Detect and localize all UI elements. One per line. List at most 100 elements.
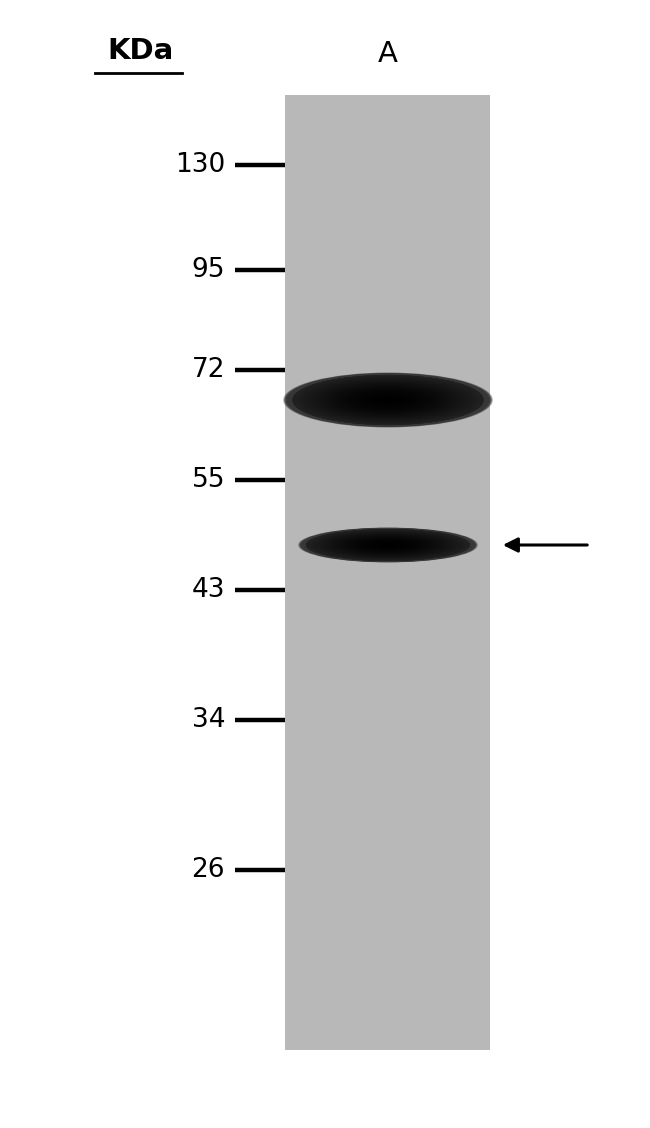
Ellipse shape [313, 530, 462, 559]
Ellipse shape [307, 529, 469, 561]
Ellipse shape [309, 379, 467, 421]
Ellipse shape [318, 381, 458, 418]
Ellipse shape [363, 394, 413, 406]
Ellipse shape [322, 382, 454, 417]
Ellipse shape [331, 385, 445, 415]
Ellipse shape [299, 528, 476, 562]
Ellipse shape [290, 374, 486, 425]
Ellipse shape [339, 387, 437, 413]
Ellipse shape [326, 532, 450, 557]
Ellipse shape [346, 389, 430, 411]
Ellipse shape [345, 537, 431, 554]
Ellipse shape [318, 531, 458, 558]
Ellipse shape [307, 529, 469, 561]
Ellipse shape [306, 529, 470, 561]
Ellipse shape [361, 540, 415, 550]
Ellipse shape [304, 529, 472, 562]
Ellipse shape [332, 385, 445, 415]
Text: 43: 43 [192, 578, 225, 603]
Ellipse shape [346, 537, 430, 553]
Ellipse shape [319, 531, 457, 558]
Ellipse shape [368, 395, 408, 405]
Ellipse shape [317, 381, 459, 418]
Ellipse shape [365, 540, 411, 549]
Ellipse shape [297, 377, 478, 424]
Ellipse shape [317, 531, 459, 558]
Ellipse shape [343, 388, 434, 412]
Ellipse shape [344, 388, 432, 412]
Ellipse shape [342, 388, 434, 412]
Ellipse shape [370, 541, 406, 548]
Ellipse shape [283, 372, 493, 428]
Ellipse shape [306, 529, 471, 561]
Ellipse shape [330, 385, 446, 415]
Ellipse shape [322, 532, 453, 557]
Ellipse shape [300, 528, 476, 562]
Ellipse shape [312, 380, 464, 420]
Ellipse shape [305, 378, 471, 422]
Ellipse shape [300, 377, 475, 423]
Ellipse shape [372, 396, 404, 404]
Ellipse shape [354, 538, 422, 552]
Ellipse shape [340, 387, 436, 413]
Ellipse shape [334, 535, 442, 555]
Ellipse shape [304, 378, 472, 422]
Ellipse shape [329, 385, 447, 415]
Ellipse shape [311, 380, 465, 420]
Ellipse shape [292, 374, 484, 425]
Ellipse shape [335, 535, 441, 555]
Ellipse shape [374, 396, 402, 404]
Ellipse shape [327, 534, 449, 557]
Ellipse shape [357, 391, 419, 408]
Ellipse shape [337, 535, 439, 555]
Ellipse shape [382, 544, 395, 546]
Ellipse shape [338, 387, 438, 413]
Ellipse shape [348, 537, 428, 553]
Text: 95: 95 [192, 257, 225, 283]
Ellipse shape [307, 529, 469, 561]
Ellipse shape [333, 386, 443, 414]
Ellipse shape [335, 535, 441, 555]
Ellipse shape [308, 529, 467, 561]
Ellipse shape [377, 397, 399, 403]
Ellipse shape [364, 540, 412, 549]
Ellipse shape [333, 535, 443, 556]
Ellipse shape [320, 382, 456, 417]
Ellipse shape [310, 530, 466, 561]
Ellipse shape [349, 537, 427, 553]
Ellipse shape [323, 532, 453, 557]
Ellipse shape [337, 387, 439, 413]
Ellipse shape [335, 386, 441, 414]
Ellipse shape [358, 393, 417, 407]
Ellipse shape [364, 394, 411, 406]
Ellipse shape [286, 373, 490, 426]
Ellipse shape [311, 530, 465, 559]
Ellipse shape [352, 538, 423, 552]
Ellipse shape [309, 530, 467, 561]
Ellipse shape [300, 377, 476, 423]
Ellipse shape [306, 379, 470, 422]
Ellipse shape [332, 534, 444, 556]
Ellipse shape [342, 536, 434, 554]
Ellipse shape [356, 391, 420, 408]
Ellipse shape [329, 534, 447, 556]
Ellipse shape [285, 373, 491, 428]
Ellipse shape [294, 376, 482, 425]
Ellipse shape [339, 536, 437, 555]
Text: KDa: KDa [107, 37, 173, 65]
Ellipse shape [312, 530, 464, 559]
Ellipse shape [380, 398, 396, 402]
Ellipse shape [299, 528, 477, 563]
Ellipse shape [287, 373, 489, 426]
Ellipse shape [288, 373, 488, 426]
Ellipse shape [324, 532, 452, 557]
Ellipse shape [347, 537, 429, 553]
Text: 55: 55 [192, 467, 225, 493]
Ellipse shape [295, 376, 481, 424]
Ellipse shape [296, 376, 480, 424]
Ellipse shape [368, 541, 408, 549]
Ellipse shape [294, 376, 482, 424]
Ellipse shape [310, 379, 466, 421]
Ellipse shape [306, 529, 471, 561]
Ellipse shape [374, 543, 402, 548]
